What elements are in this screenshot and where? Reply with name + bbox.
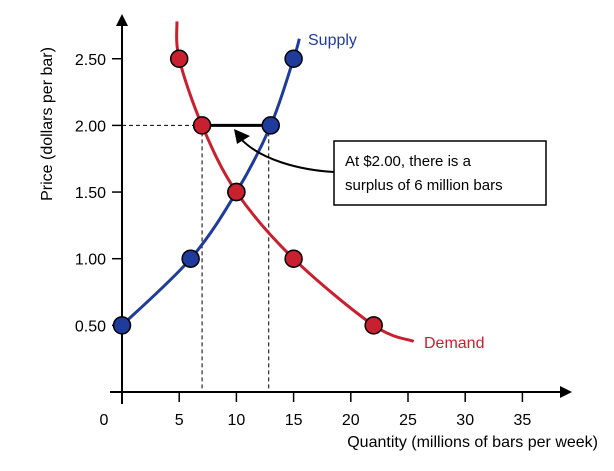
x-tick-label: 0 <box>100 412 109 429</box>
demand-point <box>227 182 246 202</box>
y-axis-arrowhead <box>116 14 128 26</box>
x-tick-label: 30 <box>456 412 474 429</box>
callout-line-1: At $2.00, there is a <box>345 153 472 170</box>
callout-arrow-line <box>239 137 335 173</box>
x-axis-arrowhead <box>560 386 572 398</box>
supply-label: Supply <box>308 32 357 49</box>
x-tick-label: 15 <box>285 412 303 429</box>
x-tick-label: 20 <box>342 412 360 429</box>
supply-curve <box>120 38 301 327</box>
axes <box>110 14 572 404</box>
dashed-guide-lines <box>122 124 270 392</box>
demand-point <box>169 49 189 68</box>
data-points <box>112 49 383 335</box>
x-tick-label: 10 <box>228 412 246 429</box>
y-axis-title: Price (dollars per bar) <box>39 47 56 201</box>
callout-arrowhead <box>234 129 250 144</box>
demand-label: Demand <box>424 335 484 352</box>
supply-point <box>261 116 280 135</box>
supply-point <box>181 249 200 268</box>
y-tick-label: 1.50 <box>75 185 106 202</box>
demand-point <box>284 249 303 268</box>
x-tick-label: 25 <box>399 412 417 429</box>
y-tick-label: 2.50 <box>75 52 106 69</box>
demand-point <box>192 116 212 135</box>
y-tick-label: 0.50 <box>75 318 106 335</box>
demand-point <box>364 316 383 335</box>
callout-box <box>333 140 547 206</box>
y-tick-label: 2.00 <box>75 118 106 135</box>
x-tick-label: 35 <box>514 412 532 429</box>
y-tick-label: 1.00 <box>75 252 106 269</box>
axis-labels: 0.50 1.00 1.50 2.00 2.50 0 5 10 15 20 25 30 35 Quanti… <box>39 32 598 451</box>
supply-point <box>284 49 303 68</box>
x-axis-title: Quantity (millions of bars per week) <box>347 434 598 451</box>
supply-point <box>112 316 132 335</box>
x-tick-label: 5 <box>175 412 184 429</box>
surplus-callout: At $2.00, there is a surplus of 6 million… <box>234 129 547 206</box>
callout-line-2: surplus of 6 million bars <box>345 177 503 194</box>
